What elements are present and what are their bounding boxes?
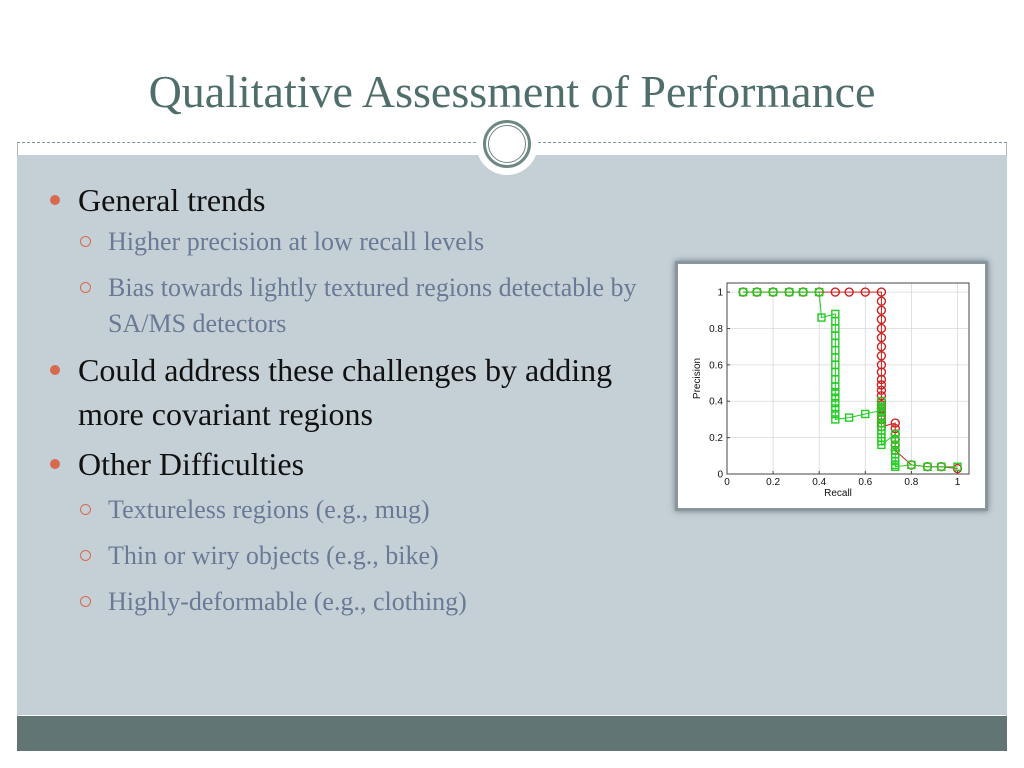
x-tick-label: 0.6 [858,477,872,488]
green-square-point [817,313,826,322]
red-circle-point [876,341,887,352]
red-circle-point [876,367,887,377]
bullet-item: Could address these challenges by adding… [50,348,670,436]
footer-bar [17,716,1007,751]
red-circle-point [844,287,854,297]
plot-frame [726,282,970,475]
sub-bullet-text: Textureless regions (e.g., mug) [108,495,430,524]
green-square-point [768,287,778,297]
green-square-point [831,409,840,419]
bullet-dot-icon [50,195,60,205]
green-square-point [831,415,840,424]
x-tick-label: 1 [955,477,961,488]
green-square-point [937,462,946,471]
green-square-point [953,462,962,471]
y-tick-label: 0.6 [709,360,723,371]
green-square-point [831,404,840,413]
red-circle-point [876,360,887,370]
x-tick-label: 0.8 [904,477,918,488]
sub-bullet-item: Bias towards lightly textured regions de… [50,270,670,342]
sub-bullet-ring-icon [80,282,91,293]
green-square-point [891,462,900,471]
red-circle-point [876,314,887,325]
red-circle-point [876,296,887,306]
x-tick-label: 0.2 [766,477,780,488]
plot-area [727,283,969,474]
bullet-item: General trends [50,178,670,222]
green-square-point [907,460,916,470]
sub-bullet-text: Highly-deformable (e.g., clothing) [108,587,467,616]
green-square-point [861,409,870,419]
green-square-point [877,413,886,422]
x-tick-label: 0.4 [812,477,826,488]
sub-bullet-text: Bias towards lightly textured regions de… [108,273,637,338]
green-square-point [752,287,762,297]
y-tick-label: 0.8 [709,324,723,335]
red-circle-point [890,423,900,434]
y-tick-label: 1 [717,288,723,299]
sub-bullet-ring-icon [80,550,91,561]
red-circle-point [876,287,887,297]
slide-title: Qualitative Assessment of Performance [148,66,876,117]
sub-bullet-item: Textureless regions (e.g., mug) [50,492,670,528]
green-square-point [923,462,932,471]
green-square-point [738,287,748,297]
y-tick-label: 0.2 [709,433,723,444]
x-axis-label: Recall [824,488,852,499]
red-circle-point [876,385,887,396]
y-axis-label: Precision [692,358,703,399]
bullet-list: General trends Higher precision at low r… [50,178,670,620]
red-circle-point [860,287,870,297]
sub-bullet-ring-icon [80,236,91,247]
green-square-point [785,287,794,297]
green-square-point [877,407,886,417]
divider-ornament-inner-ring [488,125,526,163]
bullet-text: Could address these challenges by adding… [78,352,613,432]
precision-recall-chart: 0 0.2 0.4 0.6 0.8 1 0 0.2 0.4 0.6 0.8 1 Recall Precis… [675,261,988,511]
red-circle-point [876,323,887,334]
green-series-line [743,291,958,468]
green-square-point [877,397,886,406]
bullet-item: Other Difficulties [50,442,670,486]
sub-bullet-ring-icon [80,504,91,515]
red-circle-point [876,380,887,390]
bullet-dot-icon [50,365,60,375]
y-tick-label: 0 [717,470,723,481]
green-square-point [891,435,900,444]
sub-bullet-text: Higher precision at low recall levels [108,227,485,256]
green-square-point [831,398,840,408]
green-square-point [891,440,900,450]
red-circle-point [876,391,887,401]
green-square-point [891,429,900,439]
green-square-point [814,287,824,297]
green-square-point [844,413,854,422]
x-tick-label: 0 [724,477,730,488]
y-tick-label: 0.4 [709,397,723,408]
red-circle-point [876,305,887,315]
red-circle-point [876,332,887,343]
red-circle-point [890,418,900,428]
red-circle-point [876,374,887,385]
chart-canvas: 0 0.2 0.4 0.6 0.8 1 0 0.2 0.4 0.6 0.8 1 Recall Precis… [692,282,970,499]
sub-bullet-text: Thin or wiry objects (e.g., bike) [108,541,439,570]
bullet-text: General trends [78,182,266,218]
sub-bullet-ring-icon [80,596,91,607]
green-square-point [831,393,840,402]
green-square-point [877,440,886,450]
sub-bullet-item: Thin or wiry objects (e.g., bike) [50,538,670,574]
sub-bullet-item: Highly-deformable (e.g., clothing) [50,584,670,620]
bullet-text: Other Difficulties [78,446,305,482]
green-square-point [798,287,808,297]
bullet-dot-icon [50,459,60,469]
green-square-point [831,382,840,391]
green-square-point [831,387,840,397]
green-square-point [877,402,886,411]
sub-bullet-item: Higher precision at low recall levels [50,224,670,260]
red-circle-point [876,351,887,361]
red-circle-point [830,287,841,297]
